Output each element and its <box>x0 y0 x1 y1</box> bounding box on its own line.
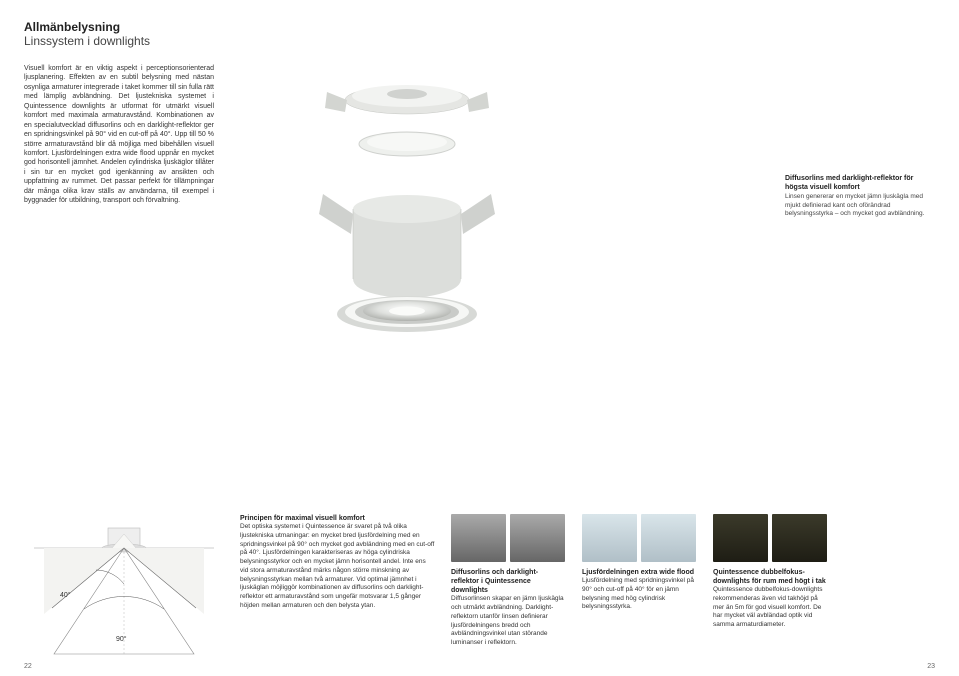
diffusor-body: Diffusorlinsen skapar en jämn ljuskägla … <box>451 595 566 648</box>
flood-thumbs <box>582 514 697 562</box>
thumb-image <box>641 514 696 562</box>
diffusor-title: Diffusorlins och darklight-reflektor i Q… <box>451 568 566 595</box>
angle-90-label: 90° <box>116 636 127 643</box>
header-subtitle: Linssystem i downlights <box>24 34 935 48</box>
thumb-image <box>451 514 506 562</box>
principle-column: Principen för maximal visuell komfort De… <box>240 514 435 611</box>
principle-title: Principen för maximal visuell komfort <box>240 514 435 523</box>
double-title: Quintessence dubbelfokus-downlights för … <box>713 568 828 586</box>
diffusor-column: Diffusorlins och darklight-reflektor i Q… <box>451 514 566 648</box>
flood-body: Ljusfördelning med spridningsvinkel på 9… <box>582 577 697 612</box>
flood-column: Ljusfördelningen extra wide flood Ljusfö… <box>582 514 697 612</box>
double-body: Quintessence dubbelfokus-downlights reko… <box>713 586 828 630</box>
right-note-body: Linsen genererar en mycket jämn ljuskägl… <box>785 193 935 218</box>
right-note: Diffusorlins med darklight-reflektor för… <box>785 174 935 364</box>
top-row: Visuell komfort är en viktig aspekt i pe… <box>24 64 935 364</box>
thumb-image <box>713 514 768 562</box>
beam-diagram: 40° 90° <box>24 514 224 664</box>
page-number-right: 23 <box>927 663 935 670</box>
intro-text: Visuell komfort är en viktig aspekt i pe… <box>24 64 214 206</box>
product-image <box>242 64 572 364</box>
page-header: Allmänbelysning Linssystem i downlights <box>24 20 935 48</box>
page-number-left: 22 <box>24 663 32 670</box>
right-note-title: Diffusorlins med darklight-reflektor för… <box>785 174 935 192</box>
angle-40-label: 40° <box>60 592 71 599</box>
principle-body: Det optiska systemet i Quintessence är s… <box>240 523 435 611</box>
thumb-image <box>772 514 827 562</box>
thumb-image <box>510 514 565 562</box>
page: Allmänbelysning Linssystem i downlights … <box>0 0 959 676</box>
double-thumbs <box>713 514 828 562</box>
bottom-row: 40° 90° Principen för maximal visuell ko… <box>24 514 935 664</box>
downlight-illustration <box>257 64 557 364</box>
left-column: Visuell komfort är en viktig aspekt i pe… <box>24 64 214 364</box>
flood-title: Ljusfördelningen extra wide flood <box>582 568 697 577</box>
header-title: Allmänbelysning <box>24 20 935 34</box>
thumb-image <box>582 514 637 562</box>
double-column: Quintessence dubbelfokus-downlights för … <box>713 514 828 630</box>
diffusor-thumbs <box>451 514 566 562</box>
